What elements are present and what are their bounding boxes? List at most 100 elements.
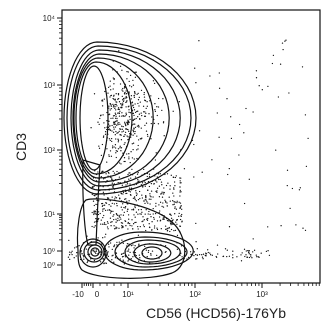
event-dot bbox=[103, 222, 106, 224]
event-dot bbox=[193, 143, 195, 146]
event-dot bbox=[114, 198, 116, 200]
event-dot bbox=[240, 260, 243, 262]
event-dot bbox=[128, 121, 130, 124]
event-dot bbox=[162, 98, 164, 100]
event-dot bbox=[127, 119, 129, 121]
event-dot bbox=[189, 251, 192, 253]
event-dot bbox=[128, 105, 130, 107]
event-dot bbox=[179, 225, 182, 227]
event-dot bbox=[148, 210, 150, 213]
event-dot bbox=[111, 130, 113, 132]
event-dot bbox=[142, 105, 145, 107]
event-dot bbox=[256, 256, 258, 258]
event-dot bbox=[101, 99, 103, 101]
event-dot bbox=[150, 190, 153, 192]
event-dot bbox=[114, 144, 117, 146]
event-dot bbox=[179, 186, 181, 188]
event-dot bbox=[100, 219, 102, 221]
event-dot bbox=[108, 113, 111, 115]
event-dot bbox=[133, 196, 136, 198]
event-dot bbox=[117, 112, 119, 114]
event-dot bbox=[110, 117, 112, 120]
event-dot bbox=[128, 254, 130, 256]
event-dot bbox=[91, 225, 93, 228]
contour-line bbox=[90, 247, 100, 257]
event-dot bbox=[285, 39, 287, 41]
event-dot bbox=[127, 228, 129, 230]
event-dot bbox=[119, 216, 121, 219]
event-dot bbox=[110, 155, 113, 157]
event-dot bbox=[138, 254, 141, 256]
y-tick-label: 10⁰ bbox=[43, 247, 55, 256]
event-dot bbox=[99, 261, 102, 263]
event-dot bbox=[106, 120, 108, 122]
event-dot bbox=[134, 221, 136, 224]
event-dot bbox=[70, 252, 72, 254]
event-dot bbox=[148, 198, 150, 200]
event-dot bbox=[121, 112, 123, 114]
event-dot bbox=[127, 250, 130, 252]
event-dot bbox=[173, 195, 175, 197]
event-dot bbox=[125, 128, 127, 130]
event-dot bbox=[132, 256, 134, 258]
event-dot bbox=[147, 217, 149, 220]
event-dot bbox=[118, 115, 121, 117]
event-dot bbox=[99, 117, 101, 120]
event-dot bbox=[161, 196, 164, 198]
event-dot bbox=[141, 194, 143, 196]
contour-line bbox=[133, 243, 172, 263]
event-dot bbox=[154, 212, 157, 215]
event-dot bbox=[146, 219, 149, 221]
event-dot bbox=[122, 242, 124, 244]
event-dot bbox=[137, 228, 139, 230]
event-dot bbox=[112, 210, 114, 213]
event-dot bbox=[228, 255, 231, 257]
event-dot bbox=[143, 200, 145, 202]
event-dot bbox=[226, 249, 228, 251]
event-dot bbox=[129, 191, 132, 193]
event-dot bbox=[124, 97, 126, 99]
event-dot bbox=[112, 185, 115, 187]
event-dot bbox=[124, 134, 126, 136]
event-dot bbox=[102, 216, 104, 219]
event-dot bbox=[159, 220, 161, 222]
event-dot bbox=[135, 221, 137, 224]
event-dot bbox=[102, 223, 104, 225]
event-dot bbox=[207, 251, 209, 254]
event-dot bbox=[161, 191, 163, 193]
event-dot bbox=[121, 225, 124, 228]
event-dot bbox=[117, 123, 119, 126]
event-dot bbox=[132, 197, 135, 199]
event-dot bbox=[175, 175, 177, 177]
event-dot bbox=[121, 253, 123, 255]
event-dot bbox=[180, 182, 182, 184]
event-dot bbox=[140, 112, 142, 114]
event-dot bbox=[88, 253, 91, 255]
event-dot bbox=[236, 256, 238, 258]
event-dot bbox=[83, 256, 85, 258]
event-dot bbox=[100, 154, 103, 157]
event-dot bbox=[155, 205, 157, 207]
event-dot bbox=[95, 252, 97, 255]
event-dot bbox=[261, 89, 263, 91]
event-dot bbox=[109, 109, 111, 111]
event-dot bbox=[98, 217, 100, 220]
event-dot bbox=[86, 261, 88, 264]
event-dot bbox=[134, 93, 136, 95]
event-dot bbox=[71, 253, 73, 256]
event-dot bbox=[252, 251, 254, 253]
event-dot bbox=[134, 245, 136, 247]
event-dot bbox=[108, 107, 110, 109]
event-dot bbox=[136, 135, 138, 137]
event-dot bbox=[93, 93, 96, 95]
event-dot bbox=[118, 241, 120, 243]
event-dot bbox=[106, 226, 109, 228]
x-tick-label: 10³ bbox=[256, 290, 268, 299]
event-dot bbox=[111, 259, 113, 261]
event-dot bbox=[97, 211, 100, 213]
contour-line bbox=[66, 45, 192, 191]
event-dot bbox=[118, 130, 120, 133]
event-dot bbox=[106, 253, 108, 255]
event-dot bbox=[245, 107, 247, 110]
event-dot bbox=[117, 148, 120, 150]
